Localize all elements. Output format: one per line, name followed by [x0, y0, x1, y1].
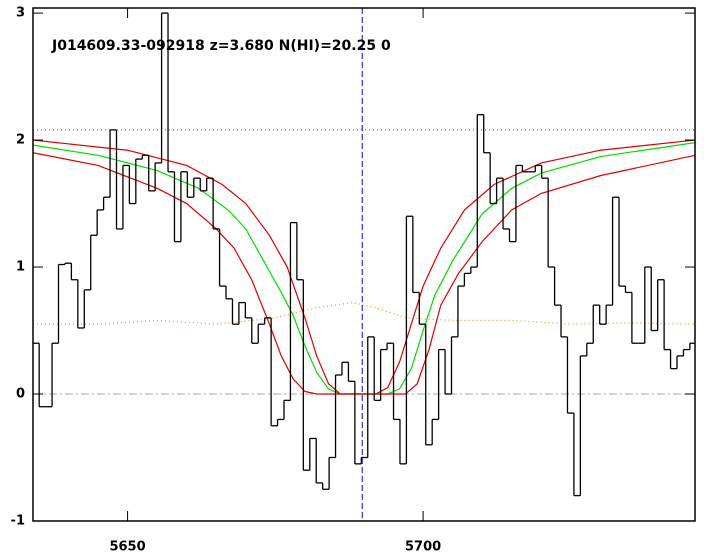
y-tick-label: 1	[16, 260, 25, 275]
axes-frame	[32, 7, 696, 522]
plot-area	[33, 8, 695, 521]
y-tick-label: -1	[11, 514, 25, 529]
model-line	[33, 152, 695, 395]
x-tick-label: 5700	[405, 540, 441, 555]
y-tick-label: 0	[16, 387, 25, 402]
x-tick-label: 5650	[109, 540, 145, 555]
chart-title: J014609.33-092918 z=3.680 N(HI)=20.25 0	[51, 38, 391, 54]
y-tick-label: 2	[16, 133, 25, 148]
y-tick-label: 3	[16, 6, 25, 21]
model-line	[33, 142, 695, 395]
